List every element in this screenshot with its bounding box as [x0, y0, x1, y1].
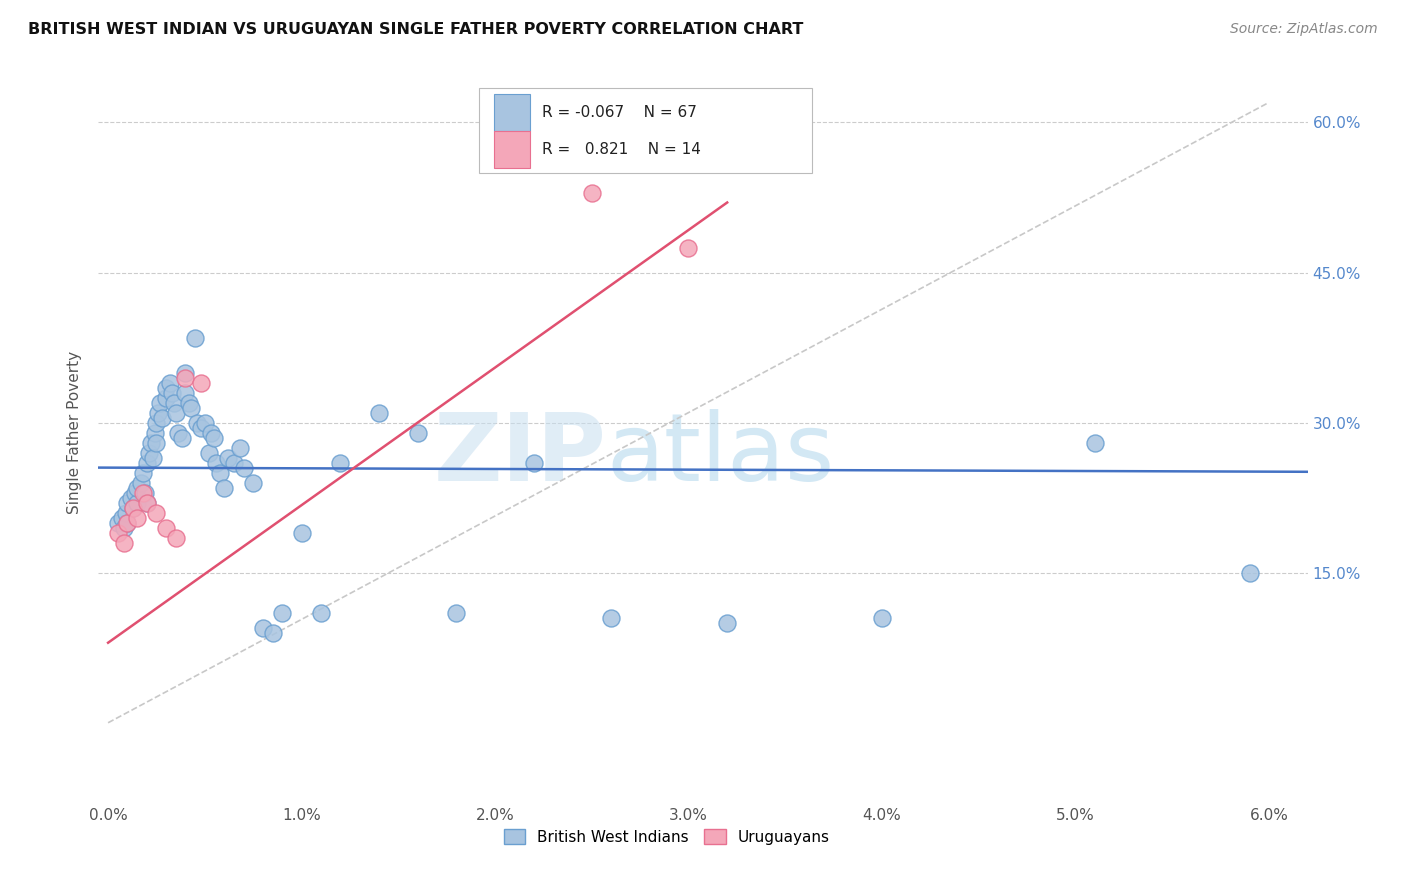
- Point: [145, 435, 167, 450]
- Point: [242, 475, 264, 490]
- Point: [163, 395, 186, 409]
- Point: [190, 376, 212, 390]
- Point: [149, 395, 172, 409]
- Point: [228, 441, 250, 455]
- Point: [124, 485, 146, 500]
- Point: [174, 370, 197, 384]
- Text: R =   0.821    N = 14: R = 0.821 N = 14: [543, 142, 702, 157]
- Point: [107, 516, 129, 530]
- Point: [145, 416, 167, 430]
- Point: [581, 186, 603, 200]
- Bar: [494, 94, 530, 130]
- Point: [127, 510, 149, 524]
- Point: [155, 381, 177, 395]
- Point: [716, 615, 738, 630]
- Point: [329, 456, 352, 470]
- Point: [112, 535, 135, 549]
- Point: [252, 621, 274, 635]
- Point: [129, 475, 152, 490]
- Point: [166, 425, 188, 440]
- Point: [600, 610, 623, 624]
- Point: [122, 500, 145, 515]
- Point: [155, 391, 177, 405]
- Point: [190, 420, 212, 434]
- Point: [135, 496, 157, 510]
- Point: [1239, 566, 1261, 580]
- Point: [117, 516, 139, 530]
- Point: [117, 516, 139, 530]
- Point: [135, 496, 157, 510]
- Point: [159, 376, 181, 390]
- Point: [309, 606, 332, 620]
- Text: R = -0.067    N = 67: R = -0.067 N = 67: [543, 104, 697, 120]
- Point: [271, 606, 294, 620]
- Point: [148, 406, 170, 420]
- Point: [132, 485, 155, 500]
- Point: [117, 496, 139, 510]
- Point: [262, 625, 284, 640]
- Point: [150, 410, 173, 425]
- Point: [107, 525, 129, 540]
- Point: [194, 416, 217, 430]
- Point: [134, 485, 156, 500]
- Point: [135, 456, 157, 470]
- Point: [127, 496, 149, 510]
- Point: [870, 610, 893, 624]
- Point: [112, 521, 135, 535]
- Point: [232, 460, 254, 475]
- Point: [120, 491, 142, 505]
- Point: [138, 445, 160, 459]
- Point: [145, 506, 167, 520]
- Point: [174, 366, 197, 380]
- Point: [143, 425, 166, 440]
- Point: [165, 406, 187, 420]
- Point: [122, 500, 145, 515]
- Point: [523, 456, 546, 470]
- Point: [184, 330, 207, 344]
- Point: [139, 435, 162, 450]
- Point: [111, 510, 134, 524]
- Legend: British West Indians, Uruguayans: British West Indians, Uruguayans: [498, 823, 837, 851]
- Point: [180, 401, 202, 415]
- Point: [132, 466, 155, 480]
- Point: [114, 506, 136, 520]
- Point: [212, 481, 235, 495]
- Y-axis label: Single Father Poverty: Single Father Poverty: [67, 351, 83, 514]
- Point: [165, 531, 187, 545]
- Point: [186, 416, 208, 430]
- Point: [222, 456, 245, 470]
- Text: ZIP: ZIP: [433, 409, 606, 500]
- Point: [127, 481, 149, 495]
- Point: [678, 240, 700, 255]
- Bar: [479, 88, 811, 173]
- Bar: [494, 130, 530, 168]
- Point: [174, 385, 197, 400]
- Point: [290, 525, 312, 540]
- Point: [1084, 435, 1107, 450]
- Text: atlas: atlas: [606, 409, 835, 500]
- Point: [142, 450, 165, 465]
- Point: [406, 425, 429, 440]
- Point: [446, 606, 468, 620]
- Point: [170, 431, 193, 445]
- Point: [155, 521, 177, 535]
- Point: [200, 425, 222, 440]
- Point: [205, 456, 228, 470]
- Point: [160, 385, 183, 400]
- Point: [209, 466, 232, 480]
- Text: Source: ZipAtlas.com: Source: ZipAtlas.com: [1230, 22, 1378, 37]
- Point: [204, 431, 226, 445]
- Point: [217, 450, 239, 465]
- Point: [197, 445, 219, 459]
- Point: [179, 395, 201, 409]
- Point: [368, 406, 391, 420]
- Text: BRITISH WEST INDIAN VS URUGUAYAN SINGLE FATHER POVERTY CORRELATION CHART: BRITISH WEST INDIAN VS URUGUAYAN SINGLE …: [28, 22, 803, 37]
